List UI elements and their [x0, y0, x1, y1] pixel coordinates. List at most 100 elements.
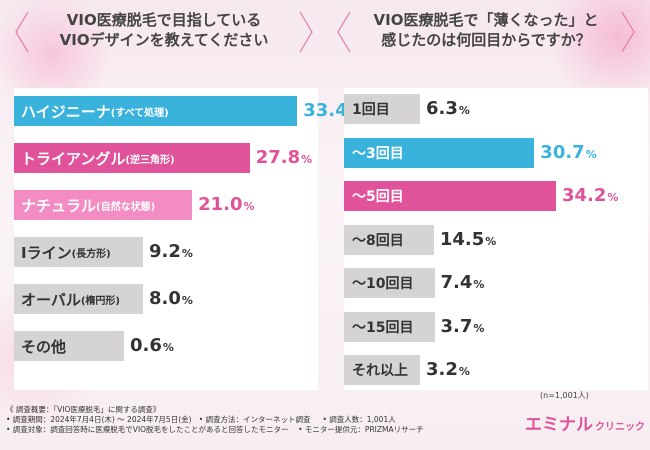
left-category-label-4: Iライン (長方形) [21, 237, 111, 267]
left-value-label-4: 9.2% [149, 237, 193, 267]
right-title-line2: 感じたのは何回目からですか？ [381, 31, 591, 49]
left-bar-1 [14, 96, 298, 126]
right-category-label-4: 〜8回目 [352, 225, 404, 255]
left-category-name-4: Iライン [21, 243, 72, 262]
left-category-sub-3: (自然な状態) [96, 201, 156, 213]
left-title-brackets [15, 11, 313, 53]
left-category-sub-2: (逆三角形) [125, 154, 175, 166]
left-category-name-3: ナチュラル [21, 196, 97, 215]
right-category-label-2: 〜3回目 [352, 138, 404, 168]
brand-main: エミナル [525, 415, 593, 435]
footer-provider: • モニター提供元：PRIZMAリサーチ [298, 425, 424, 434]
brand-sub: クリニック [595, 422, 645, 433]
right-category-label-1: 1回目 [352, 94, 390, 124]
right-bar-4 [344, 224, 434, 255]
left-value-unit-6: % [162, 341, 174, 354]
left-category-name-5: オーバル [21, 290, 81, 309]
right-bar-5 [344, 268, 435, 298]
left-category-label-2: トライアングル (逆三角形) [21, 143, 175, 173]
left-value-number-4: 9.2 [149, 241, 181, 262]
left-value-unit-3: % [243, 200, 255, 213]
footer-line2: • 調査期間：2024年7月4日(木) 〜 2024年7月5日(金) • 調査方… [6, 415, 424, 425]
right-value-label-4: 14.5% [440, 225, 496, 255]
left-value-unit-5: % [181, 294, 193, 307]
right-value-unit-2: % [585, 147, 597, 161]
right-value-unit-5: % [473, 278, 485, 291]
right-bar-2 [344, 137, 535, 168]
left-value-unit-2: % [301, 153, 313, 166]
left-bar-3 [14, 190, 193, 220]
survey-footer: 《 調査概要：「VIO医療脱毛」に関する調査》 • 調査期間：2024年7月4日… [6, 405, 424, 435]
right-category-label-7: それ以上 [352, 355, 408, 385]
left-value-label-6: 0.6% [130, 331, 174, 361]
right-value-label-3: 34.2% [562, 181, 618, 211]
left-category-name-2: トライアングル [21, 149, 126, 168]
right-chart-panel: 1回目 6.3% 〜3回目 30.7% 〜5回目 34.2% 〜8回目 14.5% 〜10回目 7… [344, 88, 648, 390]
right-bar-3 [344, 181, 556, 211]
left-value-number-2: 27.8 [255, 147, 301, 168]
left-category-sub-1: (すべて処理) [110, 107, 169, 119]
right-value-number-5: 7.4 [440, 272, 473, 293]
right-value-number-6: 3.7 [440, 315, 473, 337]
left-value-number-5: 8.0 [149, 288, 181, 309]
left-value-label-2: 27.8% [256, 143, 312, 173]
right-value-unit-3: % [607, 191, 619, 204]
right-category-label-6: 〜15回目 [352, 312, 413, 342]
right-category-name-3: 〜5回目 [352, 189, 404, 205]
left-chart-panel: ハイジニーナ(すべて処理) 33.4% トライアングル(逆三角形) 27.8% ナチュラ… [14, 88, 360, 390]
left-value-number-3: 21.0 [198, 194, 243, 215]
footer-period: • 調査期間：2024年7月4日(木) 〜 2024年7月5日(金) [6, 415, 192, 424]
left-title-line1: VIO医療脱毛で目指している [66, 11, 262, 29]
right-category-name-6: 〜15回目 [352, 319, 414, 336]
right-value-label-6: 3.7% [441, 312, 485, 342]
right-bar-1 [344, 94, 420, 124]
left-value-number-6: 0.6 [130, 335, 162, 356]
left-bar-6 [14, 331, 124, 361]
footer-line3: • 調査対象：調査回答時に医療脱毛でVIO脱毛をしたことがあると回答したモニター… [6, 425, 424, 435]
brand-logo: エミナル クリニック [525, 410, 645, 435]
right-value-unit-6: % [473, 321, 485, 335]
left-category-name-1: ハイジニーナ [21, 102, 111, 121]
right-bar-6 [344, 311, 435, 342]
right-value-label-2: 30.7% [540, 138, 596, 168]
left-value-label-3: 21.0% [198, 190, 254, 220]
footer-count: • 調査人数：1,001人 [322, 415, 396, 424]
left-category-sub-5: (楕円形) [80, 295, 120, 307]
left-bar-2 [14, 143, 250, 173]
right-chart-title: VIO医療脱毛で「薄くなった」と 感じたのは何回目からですか？ [336, 10, 636, 53]
left-bar-4 [14, 237, 143, 267]
right-category-label-3: 〜5回目 [352, 181, 404, 211]
right-value-number-1: 6.3 [426, 98, 458, 119]
right-value-number-4: 14.5 [439, 228, 485, 250]
right-category-label-5: 〜10回目 [352, 268, 413, 298]
right-value-number-7: 3.2 [426, 359, 458, 380]
right-title-brackets [337, 11, 635, 53]
left-category-label-3: ナチュラル (自然な状態) [21, 190, 155, 220]
left-category-name-6: その他 [21, 337, 67, 356]
left-value-label-5: 8.0% [149, 284, 193, 314]
right-value-label-5: 7.4% [441, 268, 485, 298]
right-category-name-4: 〜8回目 [352, 232, 404, 249]
right-category-name-7: それ以上 [352, 363, 408, 379]
right-value-unit-1: % [458, 104, 470, 117]
right-value-number-3: 34.2 [562, 185, 607, 206]
right-bar-7 [344, 355, 420, 385]
right-title-line1: VIO医療脱毛で「薄くなった」と [373, 11, 599, 29]
footer-line1: 《 調査概要：「VIO医療脱毛」に関する調査》 [6, 405, 161, 414]
right-category-name-1: 1回目 [352, 102, 390, 118]
left-category-sub-4: (長方形) [71, 248, 111, 260]
right-value-label-7: 3.2% [426, 355, 470, 385]
right-value-number-2: 30.7 [540, 141, 585, 163]
left-category-label-1: ハイジニーナ (すべて処理) [21, 96, 169, 126]
left-category-label-5: オーバル (楕円形) [21, 284, 120, 314]
left-chart-title: VIO医療脱毛で目指している VIOデザインを教えてください [14, 10, 314, 53]
left-bar-5 [14, 284, 143, 314]
footer-method: • 調査方法：インターネット調査 [198, 415, 311, 424]
right-value-label-1: 6.3% [426, 94, 470, 124]
left-value-unit-4: % [181, 247, 193, 260]
right-value-unit-4: % [485, 234, 497, 248]
left-value-number-1: 33.4 [303, 100, 348, 121]
sample-size-note: (n=1,001人) [540, 391, 589, 400]
right-category-name-5: 〜10回目 [352, 276, 414, 292]
left-title-line2: VIOデザインを教えてください [59, 31, 269, 49]
